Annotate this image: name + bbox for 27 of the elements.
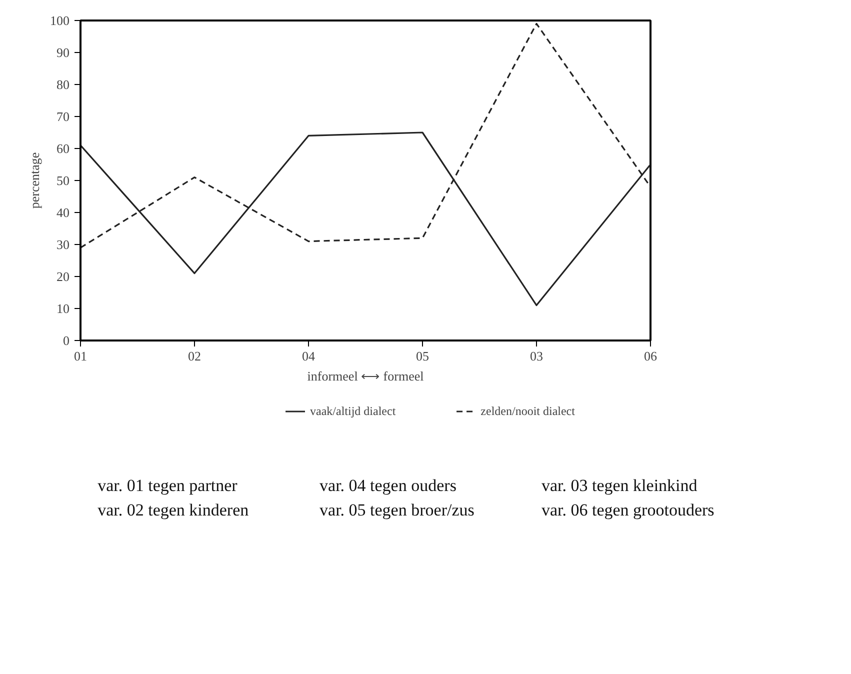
text: var. 05 tegen broer/zus xyxy=(320,500,474,520)
legend-label: zelden/nooit dialect xyxy=(480,404,575,418)
x-axis-title: informeel ⟷ formeel xyxy=(307,368,424,384)
y-tick-label: 90 xyxy=(56,45,70,60)
text: var. 03 tegen kleinkind xyxy=(541,476,698,496)
y-tick-label: 10 xyxy=(56,301,70,316)
x-tick-label: 06 xyxy=(644,348,658,364)
y-tick-label: 50 xyxy=(56,173,70,188)
y-tick-label: 40 xyxy=(56,205,70,220)
y-tick-label: 20 xyxy=(56,269,70,284)
x-tick-label: 02 xyxy=(188,348,201,364)
y-tick-label: 60 xyxy=(56,141,70,156)
text: var. 01 tegen partner xyxy=(98,476,238,496)
y-tick-label: 30 xyxy=(56,237,70,252)
y-axis-title: percentage xyxy=(27,152,42,209)
x-tick-label: 01 xyxy=(74,348,87,364)
y-tick-label: 70 xyxy=(56,109,70,124)
x-tick-label: 03 xyxy=(530,348,543,364)
y-tick-label: 100 xyxy=(50,13,70,28)
y-tick-label: 80 xyxy=(56,77,70,92)
y-tick-label: 0 xyxy=(63,333,70,348)
text: var. 02 tegen kinderen xyxy=(98,500,250,520)
text: var. 04 tegen ouders xyxy=(320,476,456,496)
x-tick-label: 05 xyxy=(416,348,429,364)
text: var. 06 tegen grootouders xyxy=(541,500,714,520)
x-tick-label: 04 xyxy=(302,348,316,364)
legend-label: vaak/altijd dialect xyxy=(310,404,396,418)
